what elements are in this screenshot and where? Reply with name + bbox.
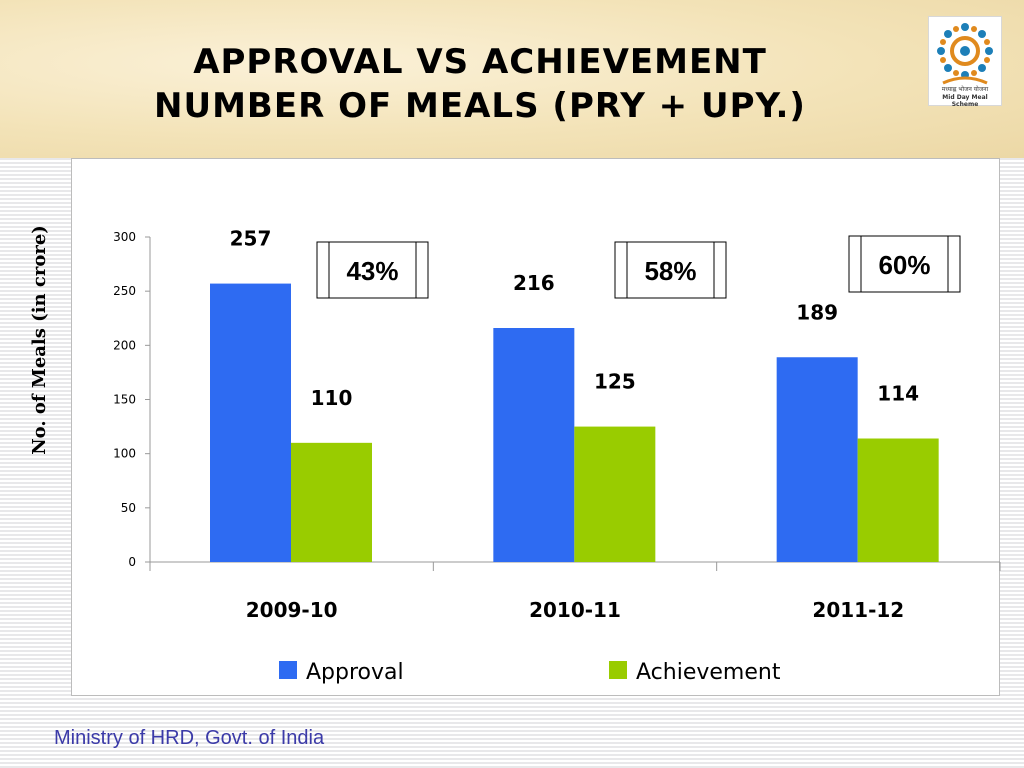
y-tick-label: 200 (113, 338, 136, 352)
header-band (0, 0, 1024, 158)
achievement-bar (857, 438, 939, 562)
approval-bar (493, 328, 575, 562)
y-axis: 0 50 100 150 200 250 300 (113, 230, 151, 569)
approval-legend-swatch (279, 661, 297, 679)
badge-inner-box (860, 235, 949, 293)
badge-inner-box (626, 241, 715, 299)
achievement-legend-label: Achievement (636, 660, 781, 685)
x-category-label: 2010-11 (529, 598, 621, 622)
y-tick-label: 250 (113, 284, 136, 298)
approval-legend-label: Approval (306, 660, 404, 685)
data-label: 257 (230, 227, 272, 251)
achievement-legend-swatch (609, 661, 627, 679)
approval-bar (776, 357, 858, 562)
approval-bar (210, 283, 291, 562)
y-tick-label: 100 (113, 447, 136, 461)
y-tick-label: 150 (113, 393, 136, 407)
badge-text: 60% (878, 250, 930, 280)
x-category-label: 2009-10 (246, 598, 338, 622)
y-tick-label: 50 (121, 501, 136, 515)
data-label: 114 (877, 382, 919, 406)
y-tick-label: 0 (128, 555, 136, 569)
x-category-label: 2011-12 (812, 598, 904, 622)
data-label: 189 (796, 300, 838, 324)
footer-text: Ministry of HRD, Govt. of India (54, 727, 325, 749)
logo-emblem-icon (937, 23, 993, 85)
slide-title: APPROVAL VS ACHIEVEMENT NUMBER OF MEALS … (60, 40, 900, 128)
data-label: 216 (513, 271, 555, 295)
percentage-badges: 43% 58% 60% (316, 235, 961, 299)
logo-caption-hindi: मध्याह्न भोजन योजना (941, 86, 989, 93)
mid-day-meal-logo: मध्याह्न भोजन योजना Mid Day Meal Scheme (928, 16, 1002, 108)
legend: Approval Achievement (279, 660, 781, 685)
title-line-1: APPROVAL VS ACHIEVEMENT (193, 42, 767, 82)
percentage-badge: 60% (848, 235, 961, 293)
percentage-badge: 58% (614, 241, 727, 299)
x-axis: 2009-10 2010-11 2011-12 (149, 561, 1001, 622)
logo-caption-english: Mid Day Meal Scheme (942, 94, 988, 108)
y-tick-label: 300 (113, 230, 136, 244)
data-label: 125 (594, 370, 636, 394)
badge-text: 58% (644, 256, 696, 286)
title-line-2: NUMBER OF MEALS (PRY + UPY.) (154, 86, 806, 126)
achievement-bar (291, 442, 372, 562)
badge-text: 43% (346, 256, 398, 286)
badge-inner-box (328, 241, 417, 299)
percentage-badge: 43% (316, 241, 429, 299)
data-label: 110 (311, 386, 353, 410)
bars: 257 216 189 110 125 114 (210, 227, 939, 562)
achievement-bar (574, 426, 656, 562)
